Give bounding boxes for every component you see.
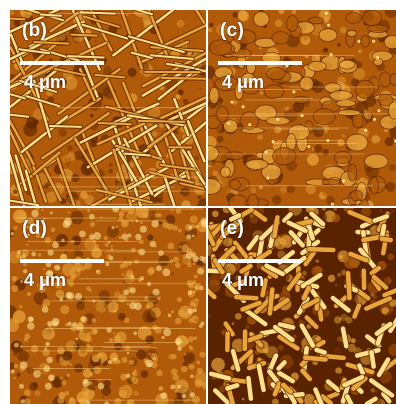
scale-bar-d (20, 259, 104, 263)
afm-panel-e: (e) 4 μm (208, 208, 396, 404)
panel-label-c: (c) (220, 20, 245, 41)
afm-image-d (10, 208, 206, 404)
afm-panel-b: (b) 4 μm (10, 10, 206, 206)
panel-label-b: (b) (22, 20, 48, 41)
afm-image-e (208, 208, 396, 404)
scale-bar-c (218, 61, 302, 65)
afm-image-c (208, 10, 396, 206)
scale-bar-b (20, 61, 104, 65)
afm-image-b (10, 10, 206, 206)
afm-panel-d: (d) 4 μm (10, 208, 206, 404)
panel-divider-horizontal (10, 206, 396, 208)
scale-text-c: 4 μm (222, 72, 265, 92)
scale-bar-e (218, 259, 302, 263)
afm-panel-c: (c) 4 μm (208, 10, 396, 206)
scale-text-e: 4 μm (222, 270, 265, 290)
panel-label-e: (e) (220, 218, 245, 239)
afm-figure: (b) 4 μm (c) 4 μm (d) 4 μm (e) 4 μm (10, 10, 396, 404)
scale-text-d: 4 μm (24, 270, 67, 290)
panel-label-d: (d) (22, 218, 48, 239)
scale-text-b: 4 μm (24, 72, 67, 92)
